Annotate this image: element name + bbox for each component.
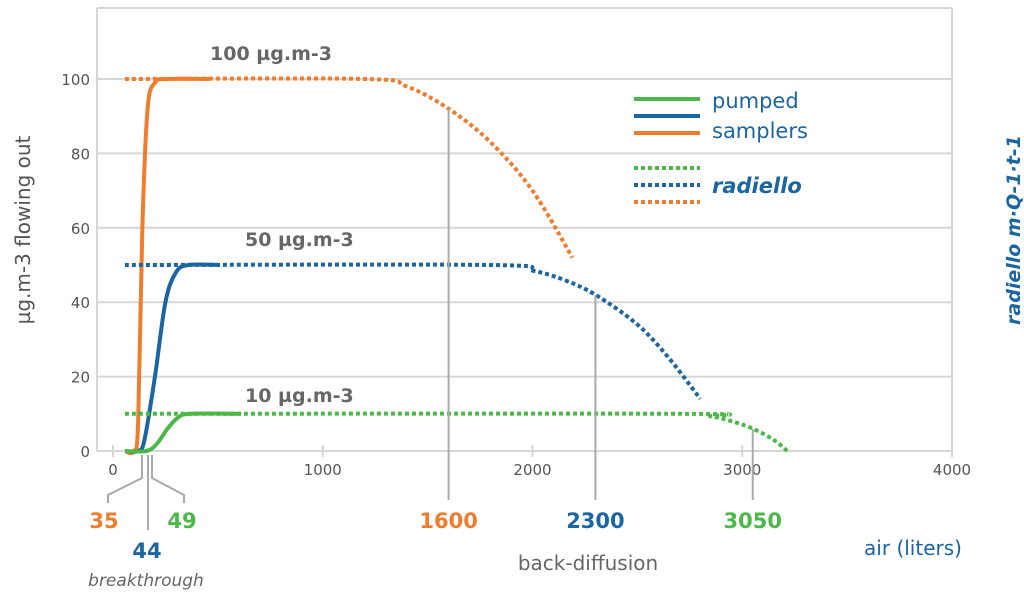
y-tick-label: 80: [71, 145, 90, 163]
legend-pumped-label: pumped: [712, 89, 799, 113]
level-label-50: 50 µg.m-3: [245, 229, 354, 251]
y-tick-label: 20: [71, 369, 90, 387]
blue-dotted-curve: [124, 262, 702, 401]
orange-dotted-curve: [124, 76, 575, 259]
y2-axis-label: radiello m·Q-1·t-1: [1003, 135, 1024, 325]
back-diffusion-value: 2300: [566, 509, 624, 533]
legend-samplers-label: samplers: [712, 119, 808, 143]
x-tick-label: 4000: [933, 461, 971, 479]
breakthrough-value: 44: [132, 539, 161, 563]
y-tick-label: 100: [61, 71, 90, 89]
y-tick-label: 60: [71, 220, 90, 238]
x-tick-label: 0: [108, 461, 118, 479]
back-diffusion-value: 1600: [419, 509, 477, 533]
legend: pumped samplers radiello: [634, 89, 808, 204]
breakthrough-bracket: [151, 455, 185, 503]
x-tick-label: 3000: [723, 461, 761, 479]
y-axis-label: µg.m-3 flowing out: [11, 135, 35, 324]
breakthrough-value: 35: [89, 509, 118, 533]
back-diffusion-label: back-diffusion: [518, 551, 658, 575]
green-dotted-curve: [124, 411, 789, 453]
back-diffusion-value: 3050: [724, 509, 782, 533]
x-tick-label: 1000: [304, 461, 342, 479]
y-tick-label: 40: [71, 294, 90, 312]
legend-radiello-label: radiello: [712, 174, 802, 198]
level-label-10: 10 µg.m-3: [245, 385, 354, 407]
breakthrough-bracket: [107, 455, 143, 503]
x-axis-label: air (liters): [864, 536, 962, 560]
breakthrough-label: breakthrough: [88, 571, 204, 591]
y-tick-label: 0: [80, 443, 90, 461]
level-label-100: 100 µg.m-3: [210, 43, 332, 65]
breakthrough-value: 49: [167, 509, 196, 533]
x-tick-label: 2000: [513, 461, 551, 479]
